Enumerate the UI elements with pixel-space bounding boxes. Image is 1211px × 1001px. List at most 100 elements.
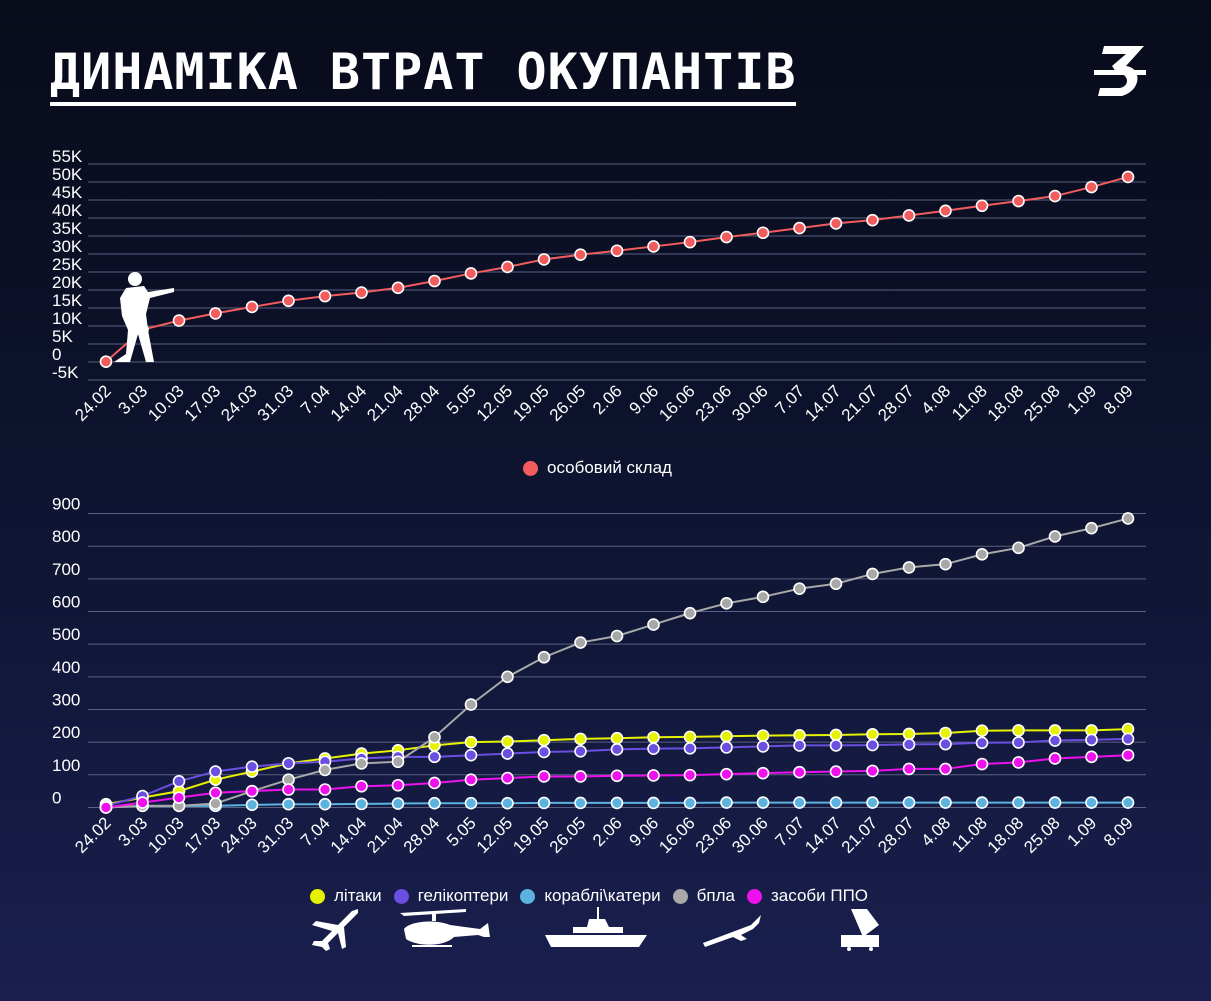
data-point bbox=[209, 307, 222, 320]
data-point bbox=[975, 757, 989, 771]
data-point bbox=[537, 253, 551, 266]
y-tick-label: 5K bbox=[52, 327, 73, 346]
legend-label: бпла bbox=[696, 886, 735, 905]
x-tick-label: 4.08 bbox=[917, 381, 954, 418]
data-point bbox=[1048, 796, 1062, 809]
y-tick-label: -5K bbox=[52, 363, 79, 382]
data-point bbox=[574, 744, 587, 758]
data-point bbox=[99, 801, 113, 814]
data-point bbox=[975, 796, 989, 809]
data-point bbox=[975, 724, 989, 738]
data-point bbox=[975, 548, 989, 561]
data-point bbox=[683, 768, 697, 782]
data-point bbox=[428, 776, 441, 790]
ship-icon bbox=[545, 907, 647, 947]
x-tick-label: 8.09 bbox=[1100, 381, 1137, 418]
helicopter-icon bbox=[400, 909, 490, 947]
data-point bbox=[793, 221, 806, 235]
x-tick-label: 24.03 bbox=[217, 813, 261, 857]
data-point bbox=[610, 731, 624, 745]
data-point bbox=[720, 741, 733, 754]
data-point bbox=[574, 770, 587, 783]
data-point bbox=[1085, 796, 1098, 809]
data-point bbox=[610, 743, 624, 756]
data-point bbox=[756, 590, 770, 604]
data-point bbox=[318, 797, 332, 811]
data-point bbox=[172, 775, 186, 788]
legend-swatch bbox=[520, 888, 536, 904]
data-point bbox=[793, 796, 806, 809]
data-point bbox=[1012, 796, 1025, 809]
data-point bbox=[501, 260, 514, 274]
x-tick-label: 21.07 bbox=[838, 813, 882, 857]
data-point bbox=[574, 248, 587, 262]
x-tick-label: 24.02 bbox=[71, 813, 115, 857]
data-point bbox=[1048, 752, 1062, 765]
legend-item-ships: кораблі\катери bbox=[520, 886, 661, 906]
legend-swatch bbox=[393, 888, 409, 904]
air-defense-icon bbox=[841, 909, 879, 951]
x-tick-label: 23.06 bbox=[692, 813, 736, 857]
data-point bbox=[318, 763, 332, 777]
personnel-legend: особовий склад bbox=[523, 458, 684, 478]
x-tick-label: 24.03 bbox=[217, 381, 261, 425]
data-point bbox=[829, 217, 843, 230]
data-point bbox=[355, 286, 368, 299]
y-tick-label: 300 bbox=[52, 690, 80, 709]
data-point bbox=[282, 757, 295, 770]
x-tick-label: 28.07 bbox=[874, 813, 918, 857]
data-point bbox=[902, 209, 916, 222]
data-point bbox=[902, 796, 916, 809]
data-point bbox=[428, 730, 441, 744]
data-point bbox=[209, 765, 222, 778]
x-tick-label: 18.08 bbox=[984, 813, 1028, 857]
data-point bbox=[720, 767, 733, 781]
data-point bbox=[99, 355, 113, 368]
data-point bbox=[136, 796, 149, 809]
data-point bbox=[720, 729, 733, 743]
data-point bbox=[574, 636, 587, 649]
data-point bbox=[501, 735, 514, 748]
x-tick-label: 16.06 bbox=[655, 381, 699, 425]
data-point bbox=[866, 213, 879, 227]
data-point bbox=[720, 796, 733, 809]
legend-label: літаки bbox=[334, 886, 382, 905]
data-point bbox=[720, 597, 733, 610]
data-point bbox=[464, 773, 478, 787]
logo-icon bbox=[1094, 46, 1146, 96]
data-point bbox=[464, 267, 478, 280]
data-point bbox=[647, 730, 660, 744]
data-point bbox=[610, 769, 624, 783]
data-point bbox=[647, 769, 660, 782]
data-point bbox=[355, 757, 368, 770]
x-tick-label: 26.05 bbox=[546, 381, 590, 425]
data-point bbox=[829, 796, 843, 809]
x-tick-label: 12.05 bbox=[473, 813, 517, 857]
data-point bbox=[756, 740, 770, 753]
y-tick-label: 55K bbox=[52, 147, 83, 166]
x-tick-label: 31.03 bbox=[254, 813, 298, 857]
x-tick-label: 17.03 bbox=[181, 381, 225, 425]
x-tick-label: 19.05 bbox=[509, 813, 553, 857]
x-tick-label: 31.03 bbox=[254, 381, 298, 425]
data-point bbox=[428, 796, 441, 810]
x-tick-label: 18.08 bbox=[984, 381, 1028, 425]
equipment-legend: літаки гелікоптери кораблі\катери бпла з… bbox=[310, 886, 880, 906]
data-point bbox=[902, 738, 916, 751]
y-tick-label: 20K bbox=[52, 273, 83, 292]
data-point bbox=[245, 300, 259, 314]
data-point bbox=[574, 796, 587, 810]
data-point bbox=[464, 796, 478, 810]
legend-swatch bbox=[523, 460, 538, 476]
data-point bbox=[574, 732, 587, 746]
x-tick-label: 25.08 bbox=[1020, 813, 1064, 857]
legend-label: особовий склад bbox=[547, 458, 672, 477]
x-tick-label: 23.06 bbox=[692, 381, 736, 425]
data-point bbox=[647, 618, 660, 631]
x-tick-label: 21.04 bbox=[363, 381, 407, 425]
data-point bbox=[939, 762, 952, 776]
data-point bbox=[829, 765, 843, 778]
x-tick-label: 21.07 bbox=[838, 381, 882, 425]
